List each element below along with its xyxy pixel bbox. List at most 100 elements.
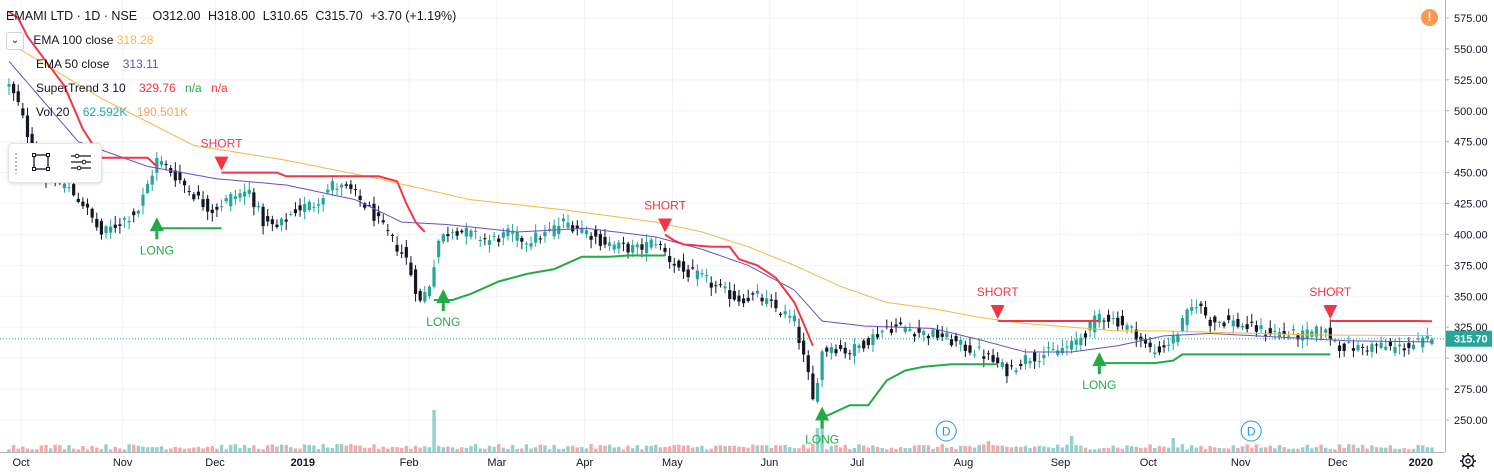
- volume-bar: [81, 445, 85, 452]
- candle-body: [866, 338, 870, 346]
- volume-bar: [169, 448, 173, 452]
- volume-bar: [1180, 444, 1185, 452]
- candle-body: [1421, 337, 1425, 348]
- candle: [487, 234, 492, 253]
- candle-body: [418, 290, 422, 301]
- gear-icon[interactable]: [1459, 452, 1477, 470]
- candle: [132, 208, 136, 223]
- indicator-value-2: 190.501K: [136, 105, 189, 119]
- volume-bar: [566, 446, 570, 452]
- signal-short: SHORT: [201, 137, 243, 171]
- candle-body: [1208, 319, 1212, 326]
- candle-body: [437, 240, 441, 258]
- drawing-toolbox[interactable]: [8, 143, 102, 183]
- candle-body: [326, 189, 330, 193]
- candle-body: [270, 219, 274, 225]
- candle: [12, 81, 16, 101]
- candle-body: [1254, 325, 1258, 332]
- candle-body: [723, 286, 727, 289]
- candle-body: [691, 267, 695, 269]
- candle: [852, 338, 857, 365]
- candle-body: [825, 347, 829, 352]
- volume-bar: [187, 448, 191, 452]
- candle: [755, 283, 760, 298]
- collapse-legend-button[interactable]: ⌄: [6, 31, 24, 50]
- candle-body: [709, 282, 713, 288]
- price-tick-label: 425.00: [1454, 199, 1488, 211]
- volume-bar: [838, 447, 843, 452]
- volume-bar: [279, 444, 284, 452]
- candle-body: [654, 244, 658, 246]
- candle: [159, 155, 164, 168]
- candle: [340, 183, 344, 197]
- volume-bar: [48, 448, 53, 452]
- volume-bar: [1129, 446, 1134, 452]
- time-axis[interactable]: Oct Nov Dec 2019 Feb Mar Apr May Jun Jul Aug Sep Oct…: [0, 452, 1445, 474]
- candle: [437, 239, 441, 264]
- short-arrow-icon: [990, 305, 1005, 320]
- rectangle-select-icon[interactable]: [31, 152, 51, 172]
- volume-bar: [1356, 447, 1360, 452]
- volume-bar: [922, 445, 926, 452]
- indicator-row-ema50[interactable]: EMA 50 close 313.11: [6, 52, 460, 76]
- volume-bar: [866, 447, 871, 452]
- volume-bar: [667, 446, 672, 452]
- candle-body: [741, 298, 746, 304]
- candle-body: [797, 326, 801, 344]
- candle-body: [1347, 341, 1351, 343]
- candle: [732, 284, 736, 302]
- candle-body: [427, 286, 432, 297]
- alert-icon[interactable]: !: [1421, 9, 1438, 26]
- low-value: L310.65: [262, 9, 308, 23]
- candle-body: [141, 194, 145, 206]
- volume-bar: [1199, 445, 1203, 452]
- volume-bar: [538, 444, 542, 452]
- candle-body: [520, 237, 524, 242]
- symbol-name[interactable]: EMAMI LTD · 1D · NSE: [6, 9, 138, 23]
- volume-bar: [39, 445, 44, 452]
- volume-bar: [90, 445, 94, 452]
- candle-body: [1393, 346, 1397, 354]
- candle: [746, 289, 750, 303]
- candle-body: [312, 206, 316, 208]
- open-value: O312.00: [152, 9, 201, 23]
- volume-bar: [450, 447, 455, 452]
- volume-bar: [353, 445, 358, 452]
- volume-bar: [852, 447, 857, 452]
- candle: [640, 238, 644, 258]
- indicator-row-ema100[interactable]: ⌄ EMA 100 close 318.28: [6, 28, 460, 52]
- candle-body: [1167, 344, 1171, 346]
- candle-body: [252, 192, 256, 208]
- volume-bar: [686, 445, 690, 452]
- short-arrow-icon: [1323, 305, 1338, 320]
- indicator-row-supertrend[interactable]: SuperTrend 3 10 329.76 n/a n/a: [6, 76, 460, 100]
- volume-bar: [289, 447, 293, 452]
- candle-body: [584, 230, 589, 235]
- volume-bar: [885, 449, 889, 452]
- indicator-row-volume[interactable]: Vol 20 62.592K 190.501K: [6, 100, 460, 124]
- volume-bar: [99, 449, 104, 452]
- volume-bar: [1240, 446, 1245, 452]
- candle: [917, 319, 921, 338]
- plot-background: [0, 0, 1445, 452]
- candle-body: [455, 231, 459, 236]
- candle: [1370, 341, 1374, 358]
- candle: [201, 191, 205, 211]
- long-arrow-icon: [436, 289, 451, 304]
- drag-handle-icon[interactable]: [14, 152, 18, 174]
- volume-bar: [1384, 447, 1388, 452]
- candle-body: [765, 298, 769, 305]
- candle-body: [917, 327, 921, 333]
- candle: [1093, 310, 1097, 339]
- candle: [728, 282, 732, 307]
- candle: [718, 279, 723, 288]
- list-lines-icon[interactable]: [69, 152, 93, 172]
- price-axis[interactable]: 575.00 550.00 525.00 500.00 475.00 450.00 425.…: [1445, 0, 1494, 474]
- volume-bar: [700, 445, 704, 452]
- candle-body: [229, 194, 233, 207]
- candle: [912, 332, 917, 342]
- candle: [589, 232, 593, 249]
- volume-bar: [1333, 449, 1337, 452]
